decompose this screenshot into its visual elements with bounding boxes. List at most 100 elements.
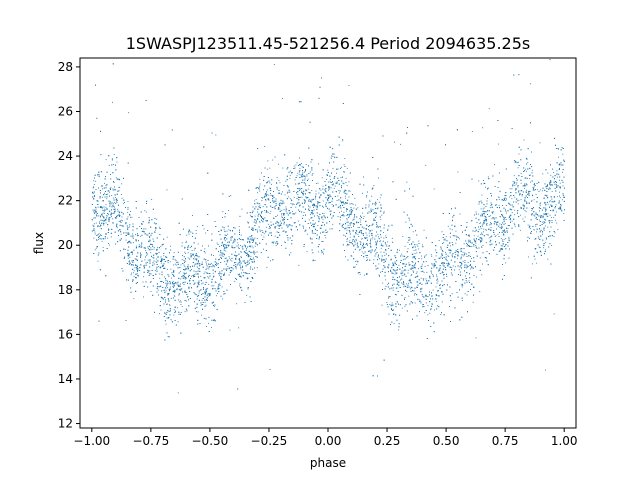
data-point bbox=[305, 185, 307, 186]
data-point bbox=[169, 304, 171, 306]
data-point bbox=[140, 245, 142, 247]
data-point bbox=[556, 222, 558, 224]
data-point bbox=[478, 180, 480, 182]
data-point bbox=[188, 288, 190, 290]
data-point bbox=[113, 201, 115, 203]
data-point bbox=[404, 297, 406, 298]
data-point bbox=[101, 196, 103, 198]
data-point bbox=[107, 237, 109, 239]
data-point bbox=[490, 222, 491, 224]
data-point bbox=[429, 277, 431, 279]
data-point bbox=[486, 234, 488, 235]
data-point bbox=[380, 236, 382, 238]
data-point bbox=[237, 239, 238, 241]
data-point bbox=[347, 224, 349, 226]
data-point bbox=[395, 269, 397, 271]
data-point bbox=[94, 233, 96, 235]
data-point bbox=[368, 206, 370, 208]
data-point bbox=[361, 251, 363, 253]
data-point bbox=[252, 247, 254, 249]
data-point bbox=[146, 264, 148, 266]
data-point bbox=[325, 217, 326, 219]
data-point bbox=[543, 229, 545, 231]
data-point bbox=[197, 275, 199, 277]
data-point bbox=[299, 171, 300, 173]
data-point bbox=[232, 242, 234, 244]
data-point bbox=[133, 270, 135, 272]
data-point bbox=[293, 196, 295, 198]
data-point bbox=[420, 271, 422, 273]
data-point bbox=[228, 210, 229, 211]
data-point bbox=[488, 215, 490, 217]
data-point bbox=[517, 203, 519, 205]
data-point bbox=[139, 226, 141, 227]
data-point bbox=[403, 270, 405, 272]
data-point bbox=[323, 206, 324, 208]
data-point bbox=[381, 214, 383, 216]
data-point bbox=[283, 209, 285, 211]
data-point bbox=[329, 228, 331, 230]
data-point bbox=[346, 219, 348, 221]
data-point bbox=[178, 313, 180, 315]
data-point bbox=[192, 215, 193, 216]
data-point bbox=[460, 265, 462, 267]
data-point bbox=[204, 301, 206, 303]
data-point bbox=[256, 238, 258, 239]
data-point bbox=[163, 255, 165, 257]
data-point bbox=[230, 195, 232, 197]
data-point bbox=[334, 185, 336, 187]
data-point bbox=[383, 237, 385, 239]
data-point bbox=[201, 283, 203, 285]
data-point bbox=[432, 274, 434, 275]
data-point bbox=[118, 215, 120, 216]
data-point bbox=[259, 178, 261, 180]
data-point bbox=[242, 260, 244, 262]
data-point bbox=[410, 268, 412, 270]
data-point bbox=[132, 236, 134, 238]
data-point bbox=[385, 244, 387, 246]
data-point bbox=[245, 261, 247, 263]
data-point bbox=[260, 215, 262, 217]
data-point bbox=[184, 260, 186, 262]
data-point bbox=[195, 311, 197, 313]
data-point bbox=[282, 202, 284, 204]
data-point bbox=[298, 170, 300, 172]
data-point bbox=[227, 225, 229, 227]
chart-title: 1SWASPJ123511.45-521256.4 Period 2094635… bbox=[126, 34, 531, 53]
data-point bbox=[132, 261, 133, 263]
data-point bbox=[239, 259, 241, 261]
data-point bbox=[166, 189, 168, 191]
data-point bbox=[107, 193, 108, 195]
data-point bbox=[198, 292, 200, 294]
data-point bbox=[304, 178, 306, 180]
data-point bbox=[141, 242, 143, 244]
data-point bbox=[308, 219, 310, 221]
data-point bbox=[419, 283, 420, 285]
data-point bbox=[503, 245, 505, 247]
data-point bbox=[460, 284, 462, 286]
data-point bbox=[503, 238, 505, 240]
data-point bbox=[197, 255, 199, 257]
data-point bbox=[442, 251, 444, 253]
data-point bbox=[124, 249, 126, 250]
data-point bbox=[289, 198, 291, 200]
data-point bbox=[302, 225, 304, 227]
data-point bbox=[139, 235, 141, 237]
data-point bbox=[362, 217, 364, 219]
data-point bbox=[283, 218, 285, 220]
data-point bbox=[447, 225, 449, 227]
data-point bbox=[276, 182, 277, 184]
data-point bbox=[188, 286, 190, 288]
data-point bbox=[327, 169, 329, 171]
data-point bbox=[254, 253, 255, 255]
data-point bbox=[181, 242, 183, 244]
data-point bbox=[352, 229, 354, 231]
data-point bbox=[478, 228, 480, 230]
data-point bbox=[318, 192, 320, 194]
data-point bbox=[299, 170, 301, 172]
data-point bbox=[534, 258, 536, 260]
data-point bbox=[362, 192, 363, 194]
data-point bbox=[246, 273, 248, 275]
data-point bbox=[559, 187, 561, 189]
data-point bbox=[549, 201, 551, 203]
